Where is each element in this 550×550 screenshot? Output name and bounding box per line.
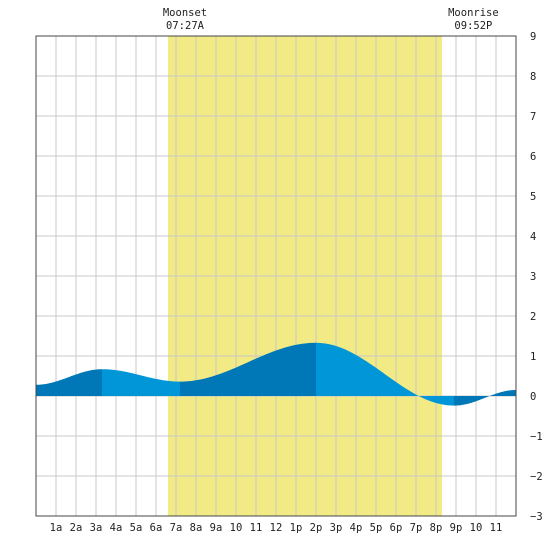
x-axis-labels: 1a 2a 3a 4a 5a 6a 7a 8a 9a 10 11 12 1p 2p 3p 4p 5p 6p 7p 8p…	[50, 522, 503, 534]
y-tick-label: 8	[530, 71, 536, 83]
x-tick-label: 3p	[330, 522, 343, 534]
x-tick-label: 8p	[430, 522, 443, 534]
x-tick-label: 3a	[90, 522, 103, 534]
y-tick-label: 4	[530, 231, 536, 243]
y-tick-label: 3	[530, 271, 536, 283]
tide-falling-segment	[102, 369, 180, 396]
x-tick-label: 6p	[390, 522, 403, 534]
tide-rising-segment	[454, 390, 516, 406]
y-tick-label: 1	[530, 351, 536, 363]
x-tick-label: 10	[470, 522, 483, 534]
plot-border	[35, 35, 517, 517]
tide-falling-segment	[316, 342, 454, 406]
x-tick-label: 7a	[170, 522, 183, 534]
x-tick-label: 11	[250, 522, 263, 534]
x-tick-label: 8a	[190, 522, 203, 534]
y-tick-label: 6	[530, 151, 536, 163]
y-tick-label: −1	[530, 431, 543, 443]
tide-rising-segment	[180, 342, 316, 396]
x-tick-label: 1a	[50, 522, 63, 534]
y-tick-label: 0	[530, 391, 536, 403]
y-tick-label: −3	[530, 511, 543, 523]
y-tick-label: −2	[530, 471, 543, 483]
y-tick-label: 9	[530, 31, 536, 43]
gridlines	[36, 36, 516, 516]
y-axis-labels: −3 −2 −1 0 1 2 3 4 5 6 7 8 9	[530, 31, 543, 523]
tide-area	[36, 342, 516, 406]
moon-event-name: Moonset	[163, 7, 207, 19]
x-tick-label: 10	[230, 522, 243, 534]
x-tick-label: 11	[490, 522, 503, 534]
x-tick-label: 6a	[150, 522, 163, 534]
x-tick-label: 9p	[450, 522, 463, 534]
x-tick-label: 1p	[290, 522, 303, 534]
x-tick-label: 7p	[410, 522, 423, 534]
tide-rising-segment	[36, 369, 102, 396]
x-tick-label: 5p	[370, 522, 383, 534]
y-tick-label: 7	[530, 111, 536, 123]
moon-event-time: 09:52P	[454, 20, 492, 32]
x-tick-label: 2a	[70, 522, 83, 534]
moon-event-name: Moonrise	[448, 7, 499, 19]
x-tick-label: 12	[270, 522, 283, 534]
y-tick-label: 5	[530, 191, 536, 203]
x-tick-label: 4p	[350, 522, 363, 534]
x-tick-label: 9a	[210, 522, 223, 534]
moon-event-time: 07:27A	[166, 20, 205, 32]
x-tick-label: 4a	[110, 522, 123, 534]
y-tick-label: 2	[530, 311, 536, 323]
x-tick-label: 5a	[130, 522, 143, 534]
x-tick-label: 2p	[310, 522, 323, 534]
